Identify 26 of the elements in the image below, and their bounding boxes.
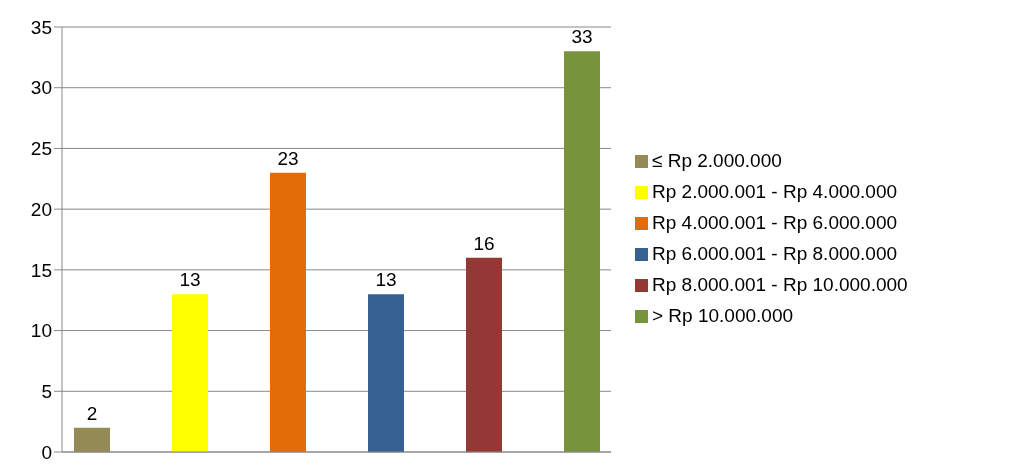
bar: [564, 51, 600, 452]
y-tick-label: 15: [30, 259, 52, 281]
data-label: 16: [473, 232, 495, 254]
bar: [270, 172, 306, 452]
data-label: 2: [86, 402, 98, 424]
legend-label: Rp 8.000.001 - Rp 10.000.000: [652, 274, 908, 295]
y-tick-label: 5: [41, 381, 52, 403]
legend-label: Rp 2.000.001 - Rp 4.000.000: [652, 181, 898, 202]
data-label: 33: [571, 26, 593, 48]
data-label: 23: [277, 147, 299, 169]
y-tick-label: 0: [41, 441, 52, 463]
y-tick-label: 25: [30, 138, 52, 160]
bar: [368, 294, 404, 452]
legend-label: > Rp 10.000.000: [652, 305, 794, 326]
data-label: 13: [375, 269, 397, 291]
y-tick-label: 10: [30, 320, 52, 342]
bar: [172, 294, 208, 452]
y-tick-label: 20: [30, 198, 52, 220]
y-tick-label: 35: [30, 16, 52, 38]
bar: [466, 257, 502, 452]
legend-label: Rp 4.000.001 - Rp 6.000.000: [652, 212, 898, 233]
legend-label: Rp 6.000.001 - Rp 8.000.000: [652, 243, 898, 264]
legend-label: ≤ Rp 2.000.000: [652, 150, 782, 171]
data-label: 13: [179, 269, 201, 291]
y-tick-label: 30: [30, 77, 52, 99]
bar: [74, 427, 110, 452]
